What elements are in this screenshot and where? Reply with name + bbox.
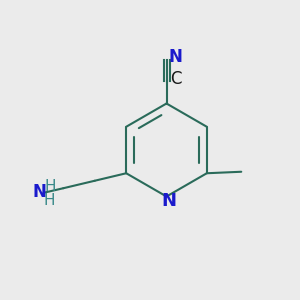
Text: N: N	[32, 183, 46, 201]
Text: N: N	[161, 192, 176, 210]
Text: H: H	[45, 179, 56, 194]
Text: N: N	[169, 48, 183, 66]
Text: C: C	[170, 70, 182, 88]
Text: H: H	[44, 193, 55, 208]
